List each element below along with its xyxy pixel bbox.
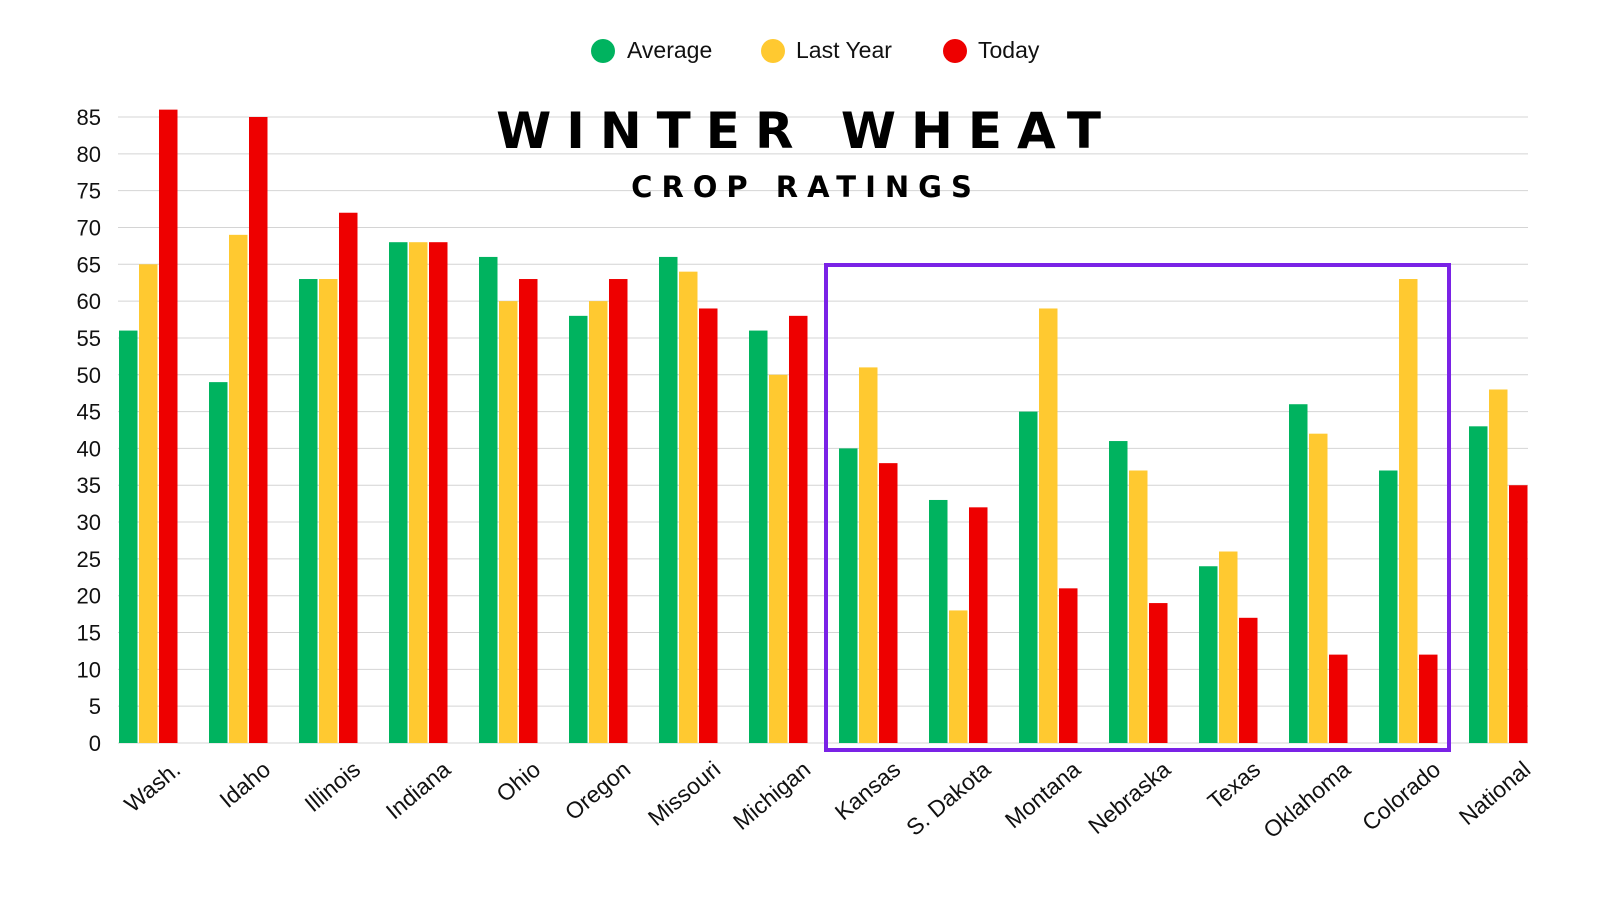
x-axis-labels: Wash. Idaho Illinois Indiana Ohio Oregon Misso…	[119, 756, 1535, 843]
x-tick-label-idaho: Idaho	[214, 756, 275, 813]
y-tick-label-60: 60	[77, 289, 101, 314]
y-tick-label-0: 0	[89, 731, 101, 756]
y-tick-label-55: 55	[77, 326, 101, 351]
x-tick-label-oregon: Oregon	[560, 756, 635, 825]
bar-average-texas	[1199, 566, 1218, 743]
bar-last-year-illinois	[319, 279, 338, 743]
bar-average-idaho	[209, 382, 228, 743]
y-tick-label-70: 70	[77, 215, 101, 240]
legend-label-last-year: Last Year	[796, 37, 892, 63]
chart-subtitle: CROP RATINGS	[631, 170, 981, 204]
highlight-region	[824, 263, 1451, 752]
bar-average-s-dakota	[929, 499, 948, 743]
y-tick-label-10: 10	[77, 657, 101, 682]
legend-label-today: Today	[978, 37, 1040, 63]
bar-today-colorado	[1419, 654, 1438, 743]
x-tick-label-texas: Texas	[1202, 756, 1265, 815]
bar-last-year-s-dakota	[949, 610, 968, 743]
bar-today-michigan	[789, 315, 808, 743]
y-tick-label-45: 45	[77, 400, 101, 425]
bar-last-year-michigan	[769, 374, 788, 743]
x-tick-label-nebraska: Nebraska	[1083, 756, 1175, 839]
x-tick-label-illinois: Illinois	[300, 756, 366, 817]
bar-last-year-kansas	[859, 367, 878, 743]
bar-last-year-missouri	[679, 271, 698, 743]
bar-average-oregon	[569, 315, 588, 743]
bar-today-texas	[1239, 617, 1258, 743]
x-tick-label-indiana: Indiana	[381, 756, 456, 825]
x-tick-label-s-dakota: S. Dakota	[901, 756, 995, 841]
bar-average-oklahoma	[1289, 404, 1308, 743]
x-tick-label-kansas: Kansas	[830, 756, 905, 825]
bar-average-indiana	[389, 242, 408, 743]
legend-marker-last-year	[761, 39, 785, 63]
x-tick-label-michigan: Michigan	[728, 756, 815, 835]
bar-today-s-dakota	[969, 507, 988, 743]
bar-average-kansas	[839, 448, 858, 743]
x-tick-label-missouri: Missouri	[643, 756, 725, 831]
bar-today-wash	[159, 109, 178, 743]
bar-today-national	[1509, 485, 1528, 743]
bar-last-year-idaho	[229, 234, 248, 743]
bar-average-national	[1469, 426, 1488, 743]
y-tick-label-50: 50	[77, 363, 101, 388]
bars	[119, 109, 1528, 743]
bar-last-year-nebraska	[1129, 470, 1148, 743]
y-tick-label-25: 25	[77, 547, 101, 572]
bar-last-year-oklahoma	[1309, 433, 1328, 743]
bar-average-illinois	[299, 279, 318, 743]
chart-title: WINTER WHEAT	[496, 102, 1116, 160]
x-tick-label-ohio: Ohio	[491, 756, 545, 807]
bar-today-oregon	[609, 279, 628, 743]
y-tick-label-20: 20	[77, 584, 101, 609]
bar-today-montana	[1059, 588, 1078, 743]
bar-average-montana	[1019, 411, 1038, 743]
y-tick-label-40: 40	[77, 436, 101, 461]
bar-average-missouri	[659, 256, 678, 743]
bar-today-indiana	[429, 242, 448, 743]
y-tick-label-30: 30	[77, 510, 101, 535]
bar-today-ohio	[519, 279, 538, 743]
legend: Average Last Year Today	[591, 37, 1040, 63]
bar-average-wash	[119, 330, 138, 743]
bar-today-oklahoma	[1329, 654, 1348, 743]
y-tick-label-35: 35	[77, 473, 101, 498]
y-axis-ticks: 0 5 10 15 20 25 30 35 40 45 50 55 60 65 70 75 80 85	[77, 105, 101, 756]
bar-today-nebraska	[1149, 603, 1168, 743]
y-tick-label-80: 80	[77, 142, 101, 167]
legend-label-average: Average	[627, 37, 712, 63]
highlight-box	[824, 263, 1451, 752]
bar-last-year-oregon	[589, 301, 608, 743]
bar-last-year-montana	[1039, 308, 1058, 743]
bar-today-missouri	[699, 308, 718, 743]
x-tick-label-oklahoma: Oklahoma	[1258, 756, 1355, 843]
x-tick-label-colorado: Colorado	[1357, 756, 1445, 836]
bar-last-year-national	[1489, 389, 1508, 743]
x-tick-label-national: National	[1454, 756, 1535, 830]
y-tick-label-15: 15	[77, 621, 101, 646]
y-tick-label-85: 85	[77, 105, 101, 130]
y-tick-label-65: 65	[77, 252, 101, 277]
bar-last-year-indiana	[409, 242, 428, 743]
legend-marker-average	[591, 39, 615, 63]
y-tick-label-75: 75	[77, 179, 101, 204]
x-tick-label-wash: Wash.	[119, 756, 185, 817]
bar-average-michigan	[749, 330, 768, 743]
bar-today-idaho	[249, 117, 268, 743]
bar-last-year-wash	[139, 264, 158, 743]
y-tick-label-5: 5	[89, 694, 101, 719]
bar-last-year-ohio	[499, 301, 518, 743]
x-tick-label-montana: Montana	[1000, 756, 1085, 834]
bar-last-year-texas	[1219, 551, 1238, 743]
bar-average-ohio	[479, 256, 498, 743]
bar-last-year-colorado	[1399, 279, 1418, 743]
legend-marker-today	[943, 39, 967, 63]
bar-today-illinois	[339, 212, 358, 743]
bar-average-nebraska	[1109, 441, 1128, 743]
bar-average-colorado	[1379, 470, 1398, 743]
bar-today-kansas	[879, 463, 898, 743]
